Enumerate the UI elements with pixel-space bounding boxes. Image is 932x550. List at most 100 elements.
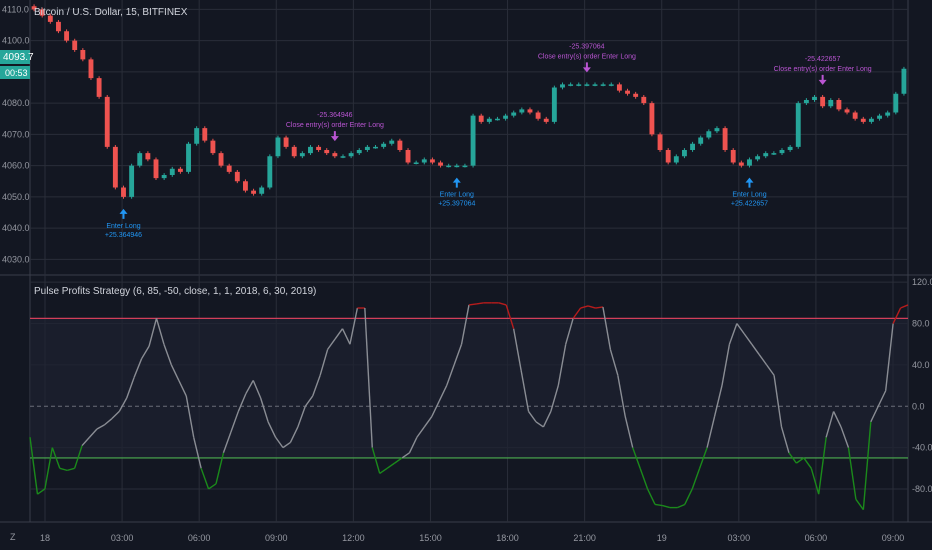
osc-segment	[795, 457, 805, 464]
candle	[129, 165, 135, 197]
osc-segment	[699, 447, 708, 469]
time-tick-label: 19	[657, 533, 667, 543]
osc-segment	[706, 416, 716, 448]
candle	[470, 115, 476, 166]
osc-segment	[423, 416, 433, 428]
candle	[210, 140, 216, 154]
candle	[584, 84, 590, 86]
candle	[267, 156, 273, 188]
candle	[96, 78, 102, 97]
osc-segment	[178, 380, 187, 397]
price-tick-label: 4060.0	[2, 161, 30, 171]
entry-value: +25.364946	[105, 232, 142, 239]
osc-segment	[520, 369, 530, 412]
candle	[551, 87, 557, 122]
candle	[381, 143, 387, 147]
osc-tick-label: 40.0	[912, 360, 930, 370]
candle	[519, 109, 525, 113]
osc-segment	[252, 380, 262, 399]
osc-segment	[274, 436, 284, 449]
time-tick-label: 21:00	[573, 533, 596, 543]
candle	[722, 128, 728, 150]
entry-value: +25.422657	[731, 201, 768, 208]
candle	[194, 128, 200, 144]
entry-value: +25.397064	[438, 201, 475, 208]
price-badge: 4093.7	[3, 52, 34, 63]
osc-segment	[476, 302, 484, 305]
candle	[625, 90, 630, 94]
osc-segment	[684, 488, 693, 505]
candle	[153, 159, 159, 179]
candle	[186, 143, 191, 172]
time-tick-label: 06:00	[805, 533, 828, 543]
osc-segment	[453, 343, 463, 366]
candle	[462, 165, 468, 168]
osc-segment	[758, 354, 768, 366]
candle	[275, 137, 281, 157]
candle	[763, 153, 769, 157]
candle	[690, 143, 696, 150]
candle	[446, 165, 452, 168]
candle	[340, 156, 346, 158]
osc-segment	[148, 318, 158, 347]
osc-segment	[677, 503, 686, 509]
z-icon[interactable]: Z	[10, 532, 16, 542]
candle	[88, 59, 94, 79]
osc-segment	[208, 483, 217, 490]
osc-segment	[334, 328, 344, 340]
price-tick-label: 4070.0	[2, 129, 30, 139]
exit-arrow-icon	[330, 131, 339, 142]
osc-segment	[59, 467, 68, 472]
candle	[657, 134, 663, 150]
osc-segment	[237, 393, 247, 412]
osc-segment	[371, 447, 381, 474]
candle	[730, 150, 736, 163]
candle	[421, 159, 427, 163]
candle	[698, 137, 704, 144]
time-tick-label: 18:00	[496, 533, 519, 543]
entry-label: Enter Long	[732, 192, 766, 199]
osc-segment	[126, 377, 135, 399]
time-tick-label: 09:00	[882, 533, 905, 543]
osc-segment	[565, 318, 574, 345]
osc-segment	[379, 467, 388, 475]
exit-label: Close entry(s) order Enter Long	[538, 53, 636, 60]
osc-segment	[862, 421, 872, 510]
osc-segment	[713, 385, 723, 417]
osc-segment	[542, 411, 552, 428]
candle	[747, 159, 752, 166]
osc-segment	[103, 418, 113, 426]
osc-segment	[446, 364, 455, 386]
candle	[877, 115, 882, 119]
candle	[405, 150, 411, 163]
buy-arrow-icon	[119, 208, 128, 219]
exit-arrow-icon	[582, 62, 591, 73]
candle	[259, 187, 265, 194]
price-tick-label: 4030.0	[2, 254, 30, 264]
entry-label: Enter Long	[106, 223, 140, 230]
osc-segment	[327, 338, 336, 350]
candle	[852, 112, 858, 119]
osc-segment	[840, 426, 850, 448]
osc-segment	[118, 397, 128, 412]
osc-segment	[133, 358, 143, 378]
candle	[64, 31, 70, 41]
osc-segment	[736, 323, 745, 335]
candle	[560, 84, 565, 88]
osc-segment	[751, 343, 760, 355]
osc-segment	[319, 349, 329, 376]
osc-segment	[870, 405, 879, 423]
osc-segment	[632, 447, 641, 469]
osc-segment	[512, 328, 522, 371]
time-tick-label: 03:00	[728, 533, 751, 543]
osc-segment	[803, 457, 812, 469]
candle	[885, 112, 891, 116]
osc-segment	[587, 305, 596, 309]
time-tick-label: 09:00	[265, 533, 288, 543]
candle	[803, 100, 809, 104]
osc-segment	[193, 437, 202, 469]
osc-segment	[818, 437, 827, 495]
osc-tick-label: 0.0	[912, 401, 925, 411]
